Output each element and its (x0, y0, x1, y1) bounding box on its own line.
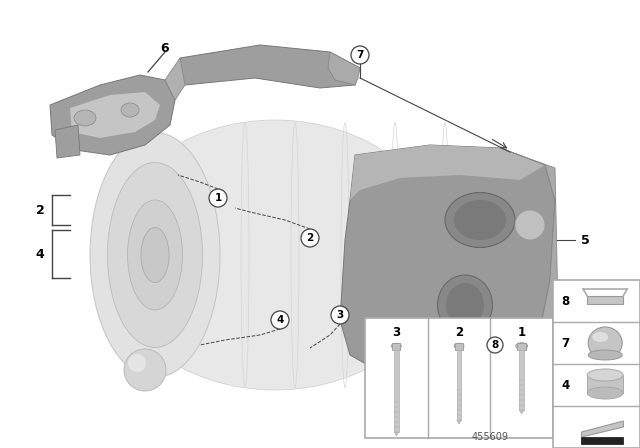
Bar (394, 350, 399, 432)
Polygon shape (394, 432, 399, 436)
Circle shape (271, 311, 289, 329)
Text: 6: 6 (161, 42, 170, 55)
Ellipse shape (74, 110, 96, 126)
Bar (392, 343, 401, 350)
Ellipse shape (141, 228, 169, 283)
Polygon shape (165, 58, 185, 100)
Circle shape (209, 189, 227, 207)
Ellipse shape (121, 103, 139, 117)
Polygon shape (375, 372, 470, 395)
Ellipse shape (391, 343, 401, 349)
Ellipse shape (445, 193, 515, 247)
Polygon shape (457, 420, 461, 424)
Ellipse shape (588, 387, 623, 399)
Text: 5: 5 (580, 233, 589, 246)
Ellipse shape (515, 210, 545, 240)
Text: 1: 1 (518, 326, 525, 339)
Polygon shape (500, 148, 558, 360)
Text: 4: 4 (561, 379, 569, 392)
Bar (588, 375, 623, 393)
Ellipse shape (446, 283, 484, 327)
Text: 455609: 455609 (472, 432, 509, 442)
Polygon shape (588, 296, 623, 304)
Bar (457, 350, 461, 420)
Bar (517, 343, 527, 350)
Polygon shape (340, 145, 555, 378)
Polygon shape (328, 52, 360, 85)
Bar (455, 343, 463, 350)
Circle shape (301, 229, 319, 247)
Ellipse shape (108, 163, 202, 348)
Text: 2: 2 (307, 233, 314, 243)
Ellipse shape (127, 200, 182, 310)
Text: 8: 8 (492, 340, 499, 350)
Ellipse shape (128, 354, 146, 372)
Ellipse shape (588, 350, 622, 360)
Polygon shape (520, 410, 524, 414)
Bar (553, 280, 640, 448)
Text: 2: 2 (36, 203, 44, 216)
Ellipse shape (592, 332, 608, 342)
Text: 8: 8 (561, 294, 569, 307)
Ellipse shape (588, 369, 623, 381)
Text: 7: 7 (356, 50, 364, 60)
Polygon shape (70, 92, 160, 138)
Ellipse shape (90, 133, 220, 378)
Polygon shape (582, 421, 623, 437)
Ellipse shape (454, 200, 506, 240)
Text: 2: 2 (455, 326, 463, 339)
Ellipse shape (516, 343, 527, 349)
Circle shape (351, 46, 369, 64)
Bar (520, 350, 524, 410)
Polygon shape (350, 145, 545, 200)
Bar (365, 318, 553, 438)
Text: 3: 3 (392, 326, 401, 339)
Text: 3: 3 (337, 310, 344, 320)
Bar (582, 437, 623, 444)
Polygon shape (175, 45, 360, 88)
Ellipse shape (124, 349, 166, 391)
Ellipse shape (438, 275, 493, 335)
Polygon shape (50, 75, 175, 155)
Ellipse shape (105, 120, 445, 390)
Text: 4: 4 (36, 247, 44, 260)
Text: 7: 7 (561, 336, 569, 349)
Ellipse shape (454, 343, 464, 349)
Circle shape (487, 337, 503, 353)
Text: 1: 1 (214, 193, 221, 203)
Ellipse shape (588, 327, 622, 359)
Text: 4: 4 (276, 315, 284, 325)
Circle shape (331, 306, 349, 324)
Polygon shape (55, 125, 80, 158)
